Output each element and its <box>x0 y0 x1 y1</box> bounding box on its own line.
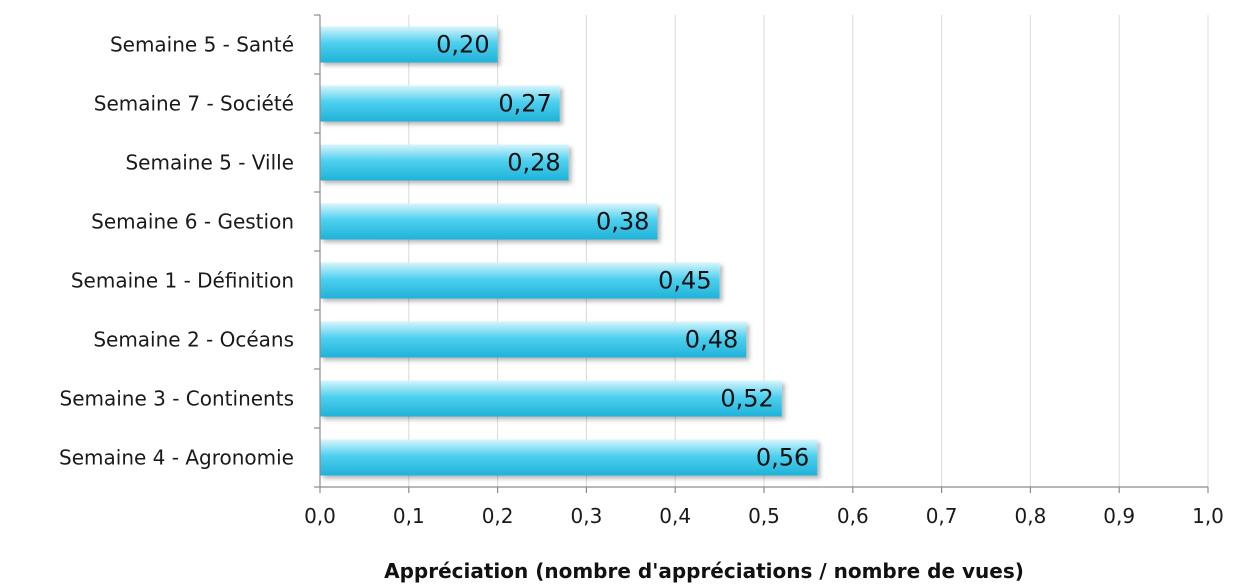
bar <box>320 439 818 476</box>
data-label: 0,27 <box>498 90 551 118</box>
x-tick-labels: 0,0 0,1 0,2 0,3 0,4 0,5 0,6 0,7 0,8 0,9 1,0 <box>304 504 1224 528</box>
category-label: Semaine 4 - Agronomie <box>59 446 294 470</box>
category-label: Semaine 1 - Définition <box>71 269 294 293</box>
x-tick-label: 1,0 <box>1192 504 1224 528</box>
category-label: Semaine 5 - Ville <box>125 151 294 175</box>
x-tick-label: 0,7 <box>926 504 958 528</box>
x-tick-label: 0,9 <box>1103 504 1135 528</box>
x-tick-label: 0,0 <box>304 504 336 528</box>
category-labels: Semaine 5 - Santé Semaine 7 - Société Sema… <box>59 33 294 470</box>
axes <box>314 14 1209 493</box>
category-label: Semaine 2 - Océans <box>93 328 294 352</box>
bar <box>320 144 569 181</box>
bar <box>320 26 498 63</box>
bars <box>320 26 818 476</box>
x-tick-label: 0,3 <box>570 504 602 528</box>
bar <box>320 380 782 417</box>
data-label: 0,56 <box>756 444 809 472</box>
data-label: 0,38 <box>596 208 649 236</box>
category-label: Semaine 5 - Santé <box>110 33 294 57</box>
x-tick-label: 0,8 <box>1014 504 1046 528</box>
x-tick-label: 0,5 <box>748 504 780 528</box>
bar <box>320 321 747 358</box>
x-axis-title: Appréciation (nombre d'appréciations / n… <box>384 559 1024 583</box>
x-tick-label: 0,4 <box>659 504 691 528</box>
data-label: 0,45 <box>658 267 711 295</box>
bar <box>320 262 720 299</box>
data-label: 0,52 <box>720 385 773 413</box>
data-label: 0,20 <box>436 31 489 59</box>
x-tick-label: 0,2 <box>482 504 514 528</box>
x-tick-label: 0,6 <box>837 504 869 528</box>
x-tick-label: 0,1 <box>393 504 425 528</box>
category-label: Semaine 3 - Continents <box>60 387 294 411</box>
data-label: 0,48 <box>685 326 738 354</box>
bar <box>320 85 560 122</box>
bar <box>320 203 658 240</box>
data-label: 0,28 <box>507 149 560 177</box>
category-label: Semaine 7 - Société <box>94 92 294 116</box>
category-label: Semaine 6 - Gestion <box>91 210 294 234</box>
data-labels: 0,20 0,27 0,28 0,38 0,45 0,48 0,52 0,56 <box>436 31 809 472</box>
